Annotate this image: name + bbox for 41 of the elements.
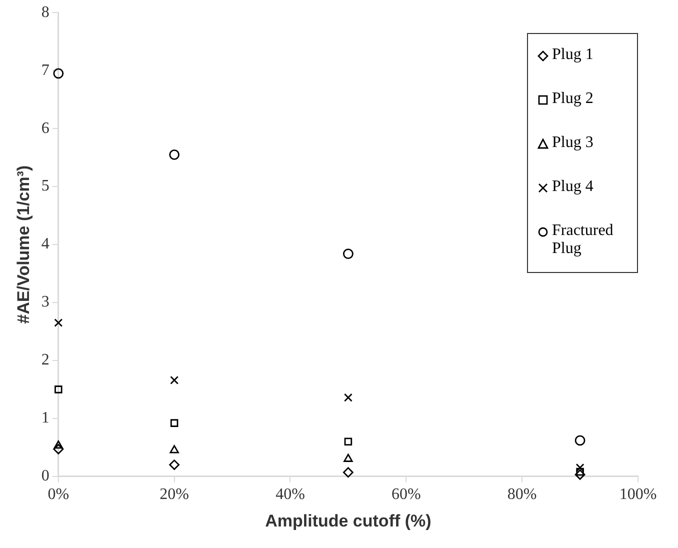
x-tick-label: 60% bbox=[391, 486, 421, 504]
x-axis-title: Amplitude cutoff (%) bbox=[265, 511, 432, 530]
point bbox=[574, 435, 586, 446]
y-tick-label: 1 bbox=[41, 410, 50, 427]
point bbox=[343, 467, 354, 478]
point bbox=[344, 393, 352, 402]
y-axis-title: #AE/Volume (1/cm³) bbox=[14, 165, 33, 324]
x-tick-label: 80% bbox=[507, 486, 537, 504]
point bbox=[576, 468, 584, 476]
legend-label: Fractured Plug bbox=[552, 222, 614, 258]
x-tick-label: 20% bbox=[160, 486, 189, 504]
legend-label: Plug 3 bbox=[552, 134, 594, 152]
y-tick-label: 8 bbox=[41, 4, 50, 21]
y-tick-label: 0 bbox=[41, 468, 50, 485]
point bbox=[576, 463, 584, 472]
legend-label: Plug 1 bbox=[552, 46, 594, 64]
point bbox=[574, 469, 586, 480]
x-tick-label: 40% bbox=[276, 486, 305, 504]
y-tick-label: 2 bbox=[41, 352, 50, 369]
y-tick-label: 6 bbox=[41, 120, 50, 137]
legend-label: Plug 4 bbox=[552, 178, 594, 196]
point bbox=[54, 386, 62, 394]
y-tick-label: 7 bbox=[41, 62, 50, 79]
point bbox=[169, 149, 180, 160]
point bbox=[170, 445, 179, 454]
y-tick-label: 3 bbox=[41, 294, 50, 311]
x-tick-label: 100% bbox=[619, 486, 657, 504]
point bbox=[343, 248, 354, 259]
y-tick-label: 4 bbox=[41, 236, 50, 253]
point bbox=[170, 376, 179, 384]
point bbox=[170, 419, 178, 427]
point bbox=[54, 440, 63, 449]
point bbox=[54, 318, 63, 327]
x-tick-label: 0% bbox=[48, 486, 70, 504]
point bbox=[344, 438, 352, 446]
y-tick-label: 5 bbox=[41, 178, 50, 195]
legend-label: Plug 2 bbox=[552, 90, 594, 108]
point bbox=[53, 444, 64, 454]
point bbox=[344, 454, 353, 462]
point bbox=[169, 460, 180, 470]
point bbox=[53, 68, 64, 79]
